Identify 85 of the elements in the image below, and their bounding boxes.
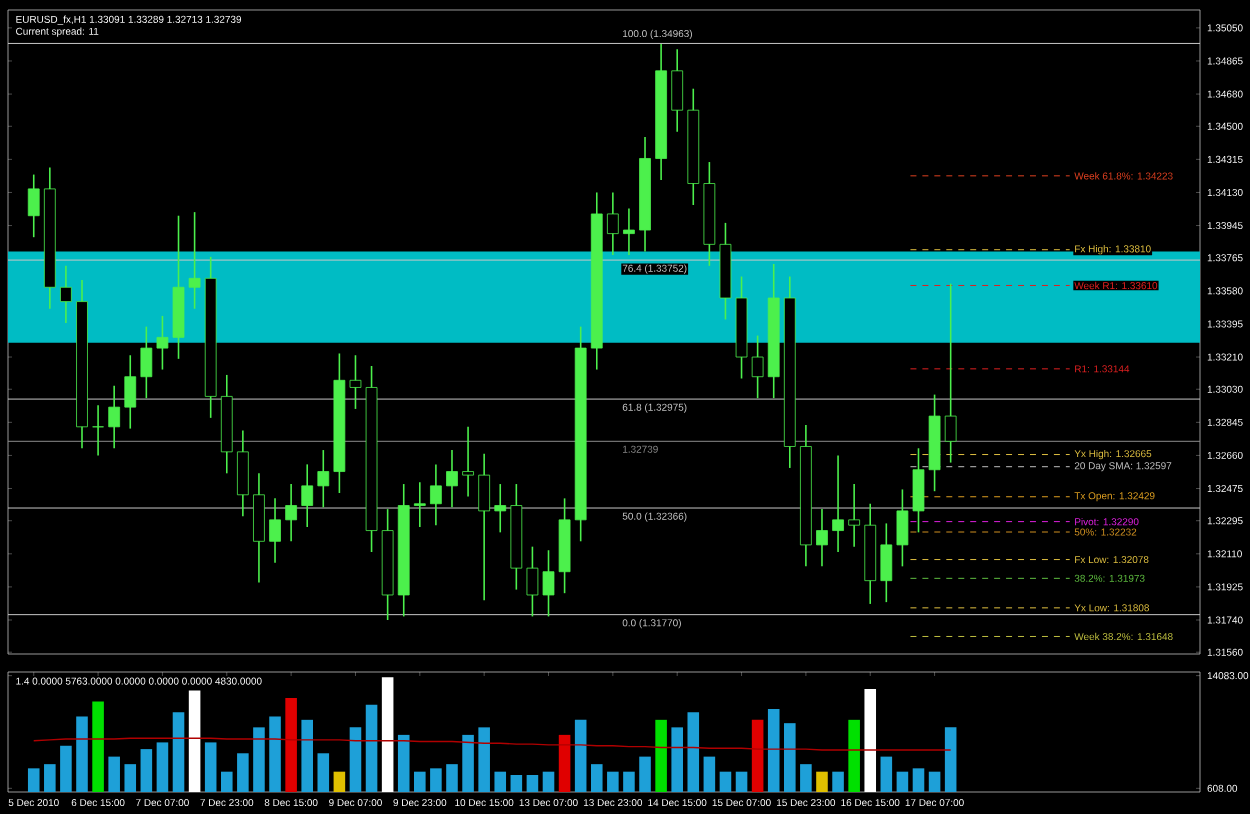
bar	[60, 745, 72, 792]
candlestick	[124, 354, 137, 430]
bar	[542, 771, 555, 792]
candlestick	[27, 173, 40, 238]
bar	[719, 771, 732, 792]
candlestick	[623, 207, 635, 256]
bar	[349, 727, 362, 792]
candlestick	[494, 483, 507, 534]
bar	[558, 734, 571, 792]
candlestick	[236, 429, 249, 518]
bar	[655, 719, 667, 792]
bar	[880, 756, 893, 792]
bar	[896, 771, 909, 792]
candlestick	[317, 449, 330, 509]
bar	[381, 677, 394, 792]
bar	[478, 727, 490, 792]
bar	[703, 756, 716, 792]
bar	[784, 723, 796, 792]
bar	[767, 708, 780, 792]
candlestick	[671, 48, 684, 133]
bar	[301, 719, 313, 792]
bar	[671, 727, 683, 792]
bar	[430, 768, 442, 792]
candlestick	[751, 334, 764, 399]
bar	[188, 690, 201, 792]
candlestick	[140, 325, 153, 399]
candlestick	[446, 449, 458, 509]
bar	[333, 771, 346, 792]
bar	[623, 771, 635, 792]
bar	[156, 742, 169, 792]
bar	[800, 764, 812, 792]
candlestick	[832, 454, 844, 553]
bar	[414, 771, 426, 792]
bar	[220, 771, 233, 792]
bar	[76, 716, 88, 792]
bar	[944, 727, 957, 792]
bar	[285, 698, 297, 792]
bar	[816, 771, 828, 792]
candlestick	[462, 426, 474, 498]
bar	[687, 712, 700, 792]
bar	[204, 742, 217, 792]
bar	[27, 768, 40, 792]
candlestick	[253, 472, 265, 584]
candlestick	[269, 497, 281, 564]
candlestick	[430, 463, 442, 526]
candlestick	[60, 265, 72, 324]
candlestick	[606, 191, 619, 256]
candlestick	[285, 483, 297, 543]
bar	[365, 704, 378, 792]
bar	[928, 771, 941, 792]
bar	[253, 727, 265, 792]
bar	[607, 771, 619, 792]
bar	[590, 764, 603, 792]
bar	[237, 753, 249, 792]
bar	[446, 764, 458, 792]
bar	[848, 719, 860, 792]
candlestick	[413, 481, 426, 528]
bar	[92, 701, 104, 792]
candlestick	[478, 452, 491, 602]
bar	[510, 775, 523, 792]
bar	[751, 719, 764, 792]
bar	[574, 719, 587, 792]
bar	[124, 764, 137, 792]
bar	[912, 768, 925, 792]
bar	[140, 749, 153, 792]
candlestick	[108, 384, 121, 450]
bar	[462, 734, 474, 792]
bar	[864, 688, 877, 792]
bar	[639, 756, 651, 792]
candlestick	[880, 522, 893, 603]
bar	[317, 753, 330, 792]
candlestick	[816, 508, 828, 568]
bar	[108, 756, 120, 792]
candlestick	[848, 483, 861, 548]
candlestick	[301, 463, 314, 528]
bar	[832, 771, 844, 792]
bar	[526, 775, 539, 792]
bar	[494, 771, 507, 792]
candlestick	[944, 282, 957, 464]
bar	[397, 734, 410, 792]
bar	[269, 716, 281, 792]
bar	[735, 771, 748, 792]
bar	[44, 764, 56, 792]
bar	[172, 712, 185, 792]
candlestick	[92, 404, 104, 457]
